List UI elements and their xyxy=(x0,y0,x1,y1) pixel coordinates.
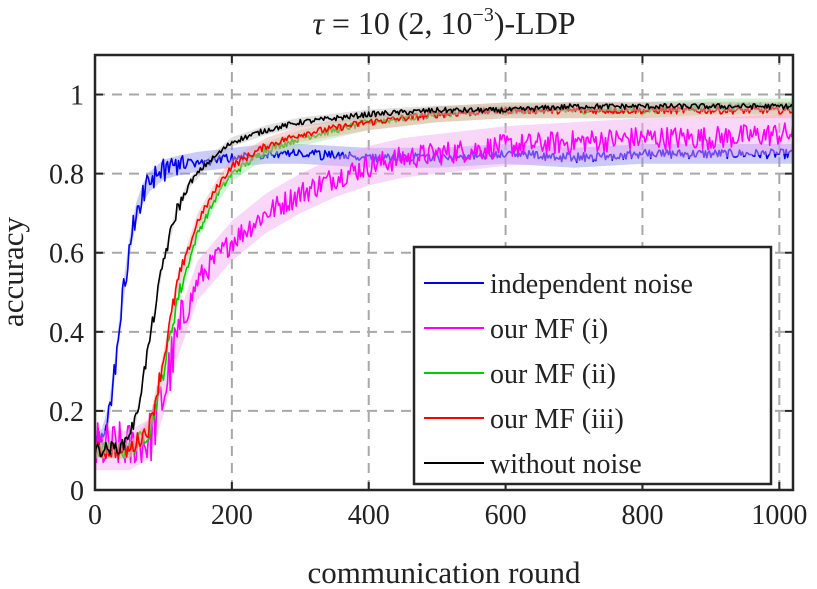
y-axis-label: accuracy xyxy=(0,216,30,327)
title-main: = 10 (2, 10 xyxy=(324,5,473,41)
legend-label-0: independent noise xyxy=(490,269,693,300)
chart-title: τ = 10 (2, 10−3)-LDP xyxy=(312,4,575,41)
plot-frame xyxy=(93,53,795,492)
legend-label-2: our MF (ii) xyxy=(490,359,616,390)
x-tick-label-400: 400 xyxy=(348,500,390,531)
y-tick-label-1: 1 xyxy=(70,81,84,112)
x-tick-label-600: 600 xyxy=(485,500,527,531)
legend: independent noise our MF (i) our MF (ii) ou… xyxy=(412,245,773,486)
y-tick-label-0.8: 0.8 xyxy=(49,160,84,191)
x-tick-label-1000: 1000 xyxy=(751,500,807,531)
y-tick-label-0.4: 0.4 xyxy=(49,318,84,349)
title-tau: τ xyxy=(312,5,325,41)
y-tick-label-0.6: 0.6 xyxy=(49,239,84,270)
series-line-1 xyxy=(94,122,794,464)
legend-label-1: our MF (i) xyxy=(490,314,608,345)
title-tail: )-LDP xyxy=(494,5,576,41)
legend-label-4: without noise xyxy=(490,449,642,480)
legend-label-3: our MF (iii) xyxy=(490,404,624,435)
plot-area: 0 200 400 600 800 1000 0 0.2 0.4 0.6 0.8 1 independe… xyxy=(49,53,807,531)
y-tick-label-0.2: 0.2 xyxy=(49,397,84,428)
series-line-3 xyxy=(94,106,794,460)
title-exponent: −3 xyxy=(473,4,494,26)
y-tick-label-0: 0 xyxy=(70,476,84,507)
legend-box xyxy=(412,245,773,486)
series-band-1 xyxy=(95,114,793,471)
x-tick-label-0: 0 xyxy=(88,500,102,531)
x-tick-label-200: 200 xyxy=(211,500,253,531)
x-tick-label-800: 800 xyxy=(621,500,663,531)
x-axis-label: communication round xyxy=(308,555,581,589)
series-line-4 xyxy=(94,103,794,458)
